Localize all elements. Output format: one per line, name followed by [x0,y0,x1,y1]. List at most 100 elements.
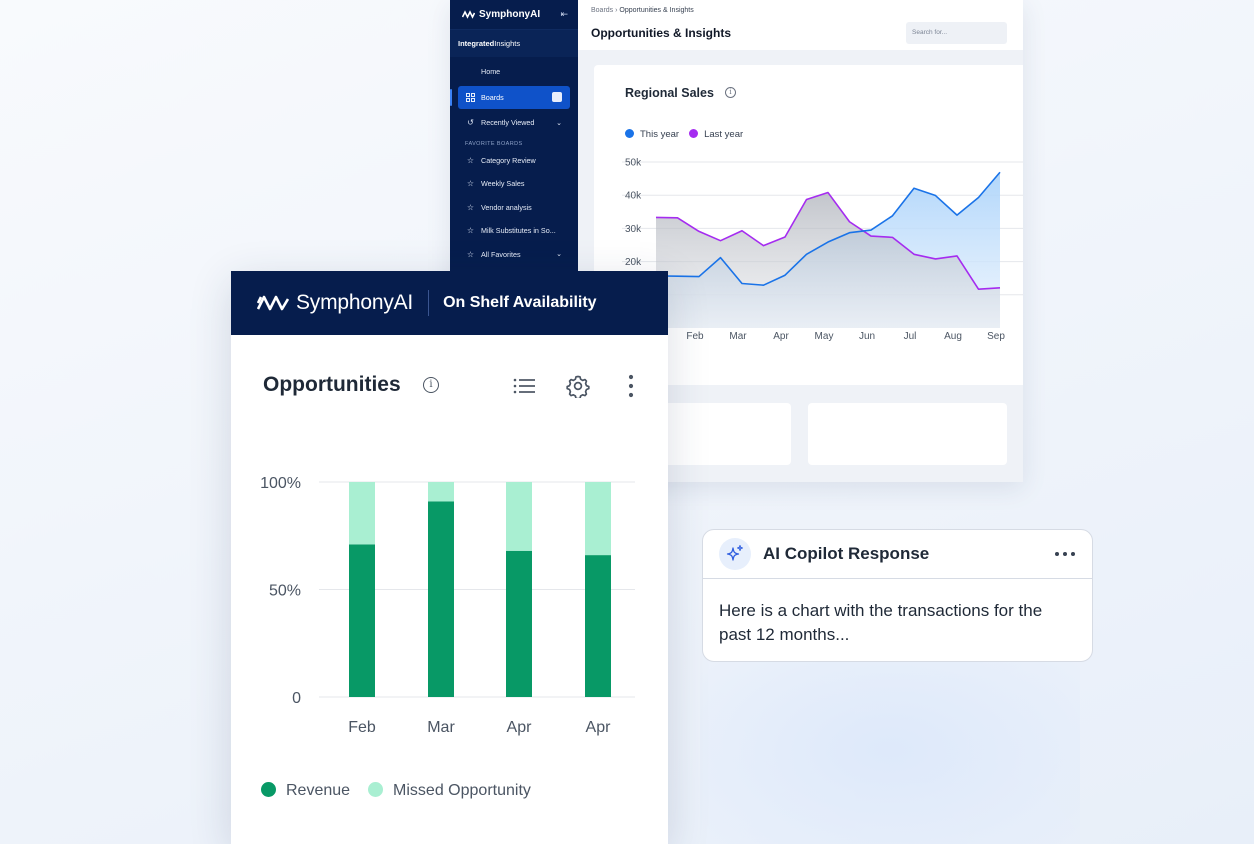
star-icon: ☆ [466,155,475,165]
sidebar-item-label: Category Review [481,155,536,165]
gear-icon[interactable] [565,373,591,399]
star-icon: ☆ [466,202,475,212]
sidebar-item-home[interactable]: Home [458,60,570,84]
copilot-header: AI Copilot Response [703,530,1092,579]
bar-missed-opportunity [585,482,611,556]
sidebar-item-label: Weekly Sales [481,179,525,189]
opportunities-chart: 100% 50% 0 Feb Mar Apr Apr [260,475,635,736]
area-last-year [656,192,1000,328]
product-name-rest: Insights [494,39,521,48]
x-tick-label: Jun [859,331,875,342]
product-name: On Shelf Availability [443,294,597,311]
star-icon: ☆ [466,249,475,259]
bar-missed-opportunity [428,482,454,502]
bar-revenue [428,501,454,697]
symphonyai-logo-icon [462,10,475,19]
line-this-year [655,171,1001,286]
legend-label: This year [640,129,680,140]
background-glow [700,640,1080,844]
sidebar-item-category-review[interactable]: ☆ Category Review [458,149,570,173]
y-tick-label: 50% [269,583,301,600]
legend-item-this-year: This year [625,129,679,140]
summary-card [808,403,1007,465]
list-icon[interactable] [512,373,538,399]
sidebar-item-milk-substitutes[interactable]: ☆ Milk Substitutes in So... [458,219,570,243]
y-tick-label: 50k [625,158,642,169]
legend-label: Revenue [286,782,351,799]
ai-copilot-card: AI Copilot Response Here is a chart with… [702,529,1093,662]
opportunities-title: Opportunities [263,373,401,396]
legend-item-last-year: Last year [689,129,743,140]
sidebar-item-boards[interactable]: Boards [450,85,570,109]
bar-revenue [506,550,532,697]
page-title: Opportunities & Insights [591,26,731,40]
chevron-down-icon: ⌄ [556,251,562,259]
legend-label: Last year [704,129,744,140]
info-icon[interactable]: i [725,87,736,98]
bar-missed-opportunity [506,482,532,551]
breadcrumb-current: Opportunities & Insights [619,7,694,14]
header-divider [428,290,430,316]
x-tick-label: Apr [507,719,533,736]
pin-icon[interactable] [552,92,562,103]
sparkle-icon [719,538,751,570]
info-icon[interactable]: i [423,377,439,393]
x-tick-label: May [815,331,834,342]
regional-sales-legend: This year Last year [625,129,743,140]
favorite-boards-heading: FAVORITE BOARDS [465,140,523,147]
history-icon: ↺ [467,118,474,128]
sidebar-item-label: Boards [481,92,504,102]
breadcrumb-separator-icon: › [615,7,620,14]
line-last-year [655,191,1001,290]
bar-revenue [585,555,611,697]
sidebar-item-vendor-analysis[interactable]: ☆ Vendor analysis [458,196,570,220]
sidebar-item-all-favorites[interactable]: ☆ All Favorites ⌄ [458,243,570,267]
sidebar-item-label: Vendor analysis [481,202,532,212]
legend-dot [261,782,276,797]
search-input[interactable]: Search for... [906,22,1007,44]
more-vertical-icon[interactable] [618,373,644,399]
sidebar-brand-name: SymphonyAI [479,9,541,20]
y-tick-label: 30k [625,224,642,235]
star-icon: ☆ [466,179,475,189]
grid-icon [466,92,475,102]
x-tick-label: Apr [586,719,612,736]
sidebar-logo: SymphonyAI [462,9,540,20]
star-icon: ☆ [466,226,475,236]
sidebar-item-label: Recently Viewed [481,118,535,128]
x-tick-label: Jul [904,331,917,342]
opportunities-legend: Revenue Missed Opportunity [261,782,531,800]
home-icon [466,67,475,76]
brand-name: SymphonyAI [296,291,414,314]
copilot-title: AI Copilot Response [763,544,930,563]
sidebar-item-recently-viewed[interactable]: ↺ Recently Viewed ⌄ [458,111,570,135]
collapse-sidebar-icon[interactable]: ⇤ [560,9,568,19]
breadcrumb: Boards › Opportunities & Insights [591,7,694,14]
x-tick-label: Feb [686,331,704,342]
y-tick-label: 40k [625,191,642,202]
copilot-message: Here is a chart with the transactions fo… [719,601,1043,644]
sidebar-item-weekly-sales[interactable]: ☆ Weekly Sales [458,172,570,196]
bar-revenue [349,544,375,697]
opportunities-header: SymphonyAI On Shelf Availability [231,271,668,335]
opportunities-window: SymphonyAI On Shelf Availability Opportu… [231,271,668,844]
y-tick-label: 20k [625,257,642,268]
x-tick-label: Sep [987,331,1005,342]
sidebar-item-label: Home [481,67,501,77]
y-tick-label: 100% [260,475,301,492]
product-name-bold: Integrated [458,39,495,48]
legend-item-missed-opportunity: Missed Opportunity [368,782,531,800]
breadcrumb-root[interactable]: Boards [591,7,614,14]
legend-dot [689,129,699,138]
x-tick-label: Mar [427,719,455,736]
dashboard-header: Boards › Opportunities & Insights Opport… [578,0,1023,50]
opportunities-brand: SymphonyAI [257,291,413,315]
sidebar-brand: SymphonyAI ⇤ [450,0,578,30]
x-tick-label: Aug [944,331,962,342]
regional-sales-title: Regional Sales [625,86,714,100]
symphonyai-logo-icon [257,295,289,311]
x-tick-label: Feb [348,719,376,736]
legend-item-revenue: Revenue [261,782,350,800]
more-horizontal-icon[interactable] [1055,552,1075,556]
legend-dot [625,129,634,138]
